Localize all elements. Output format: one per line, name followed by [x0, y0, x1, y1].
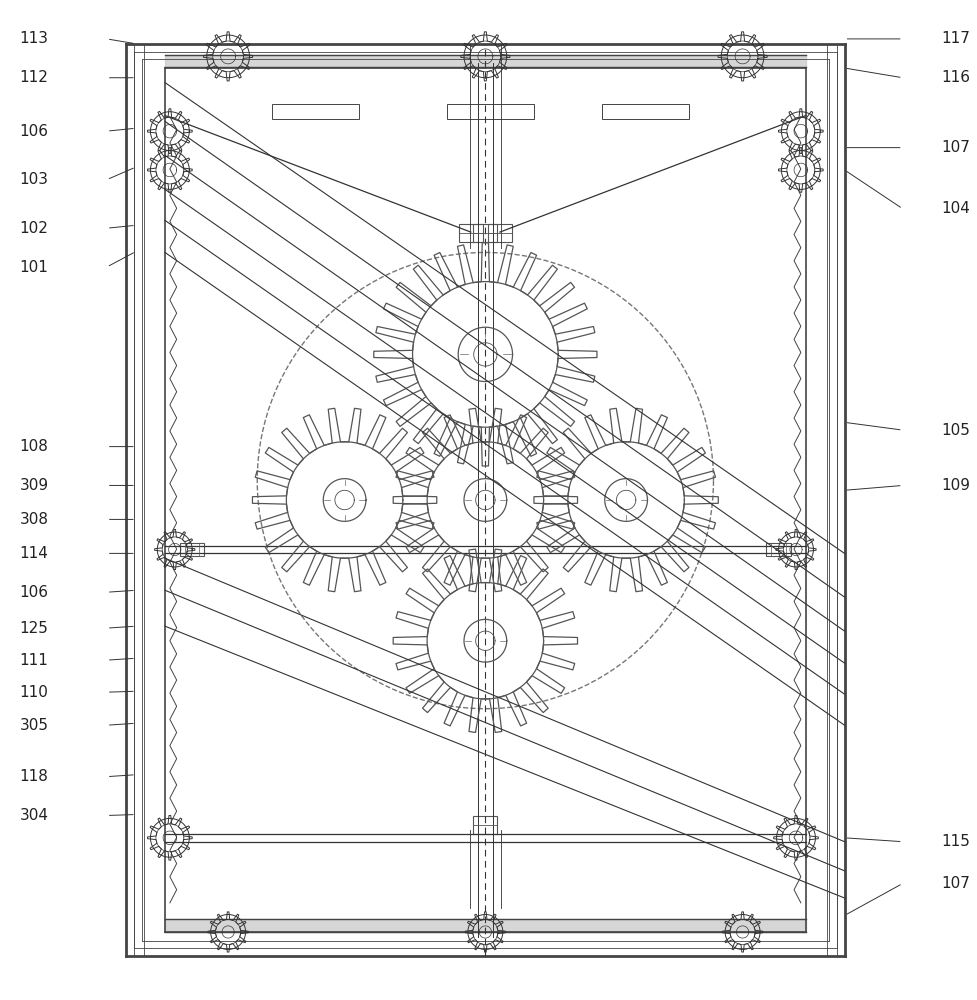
Text: 102: 102	[20, 221, 48, 236]
Text: 106: 106	[20, 124, 49, 139]
Bar	[602, 104, 689, 119]
Bar	[488, 224, 512, 242]
Text: 104: 104	[942, 201, 970, 216]
Text: 115: 115	[942, 834, 970, 849]
Text: 108: 108	[20, 439, 48, 454]
Bar	[473, 224, 497, 242]
Text: 113: 113	[20, 31, 49, 46]
Text: 109: 109	[942, 478, 970, 493]
Text: 107: 107	[942, 876, 970, 891]
Text: 110: 110	[20, 685, 48, 700]
Text: 117: 117	[942, 31, 970, 46]
Text: 308: 308	[20, 512, 49, 527]
Text: 309: 309	[20, 478, 49, 493]
Text: 107: 107	[942, 140, 970, 155]
Text: 101: 101	[20, 260, 48, 275]
Text: 111: 111	[20, 653, 48, 668]
Text: 125: 125	[20, 621, 48, 636]
Bar	[473, 816, 497, 834]
Text: 112: 112	[20, 70, 48, 85]
Text: 116: 116	[942, 70, 970, 85]
Text: 118: 118	[20, 769, 48, 784]
Text: 103: 103	[20, 172, 49, 187]
Bar	[446, 104, 533, 119]
Text: 304: 304	[20, 808, 49, 823]
Bar	[766, 543, 790, 556]
Text: 105: 105	[942, 423, 970, 438]
Bar	[458, 224, 483, 242]
Bar	[272, 104, 360, 119]
Text: 106: 106	[20, 585, 49, 600]
Text: 305: 305	[20, 718, 49, 733]
Bar	[180, 543, 204, 556]
Text: 114: 114	[20, 546, 48, 561]
